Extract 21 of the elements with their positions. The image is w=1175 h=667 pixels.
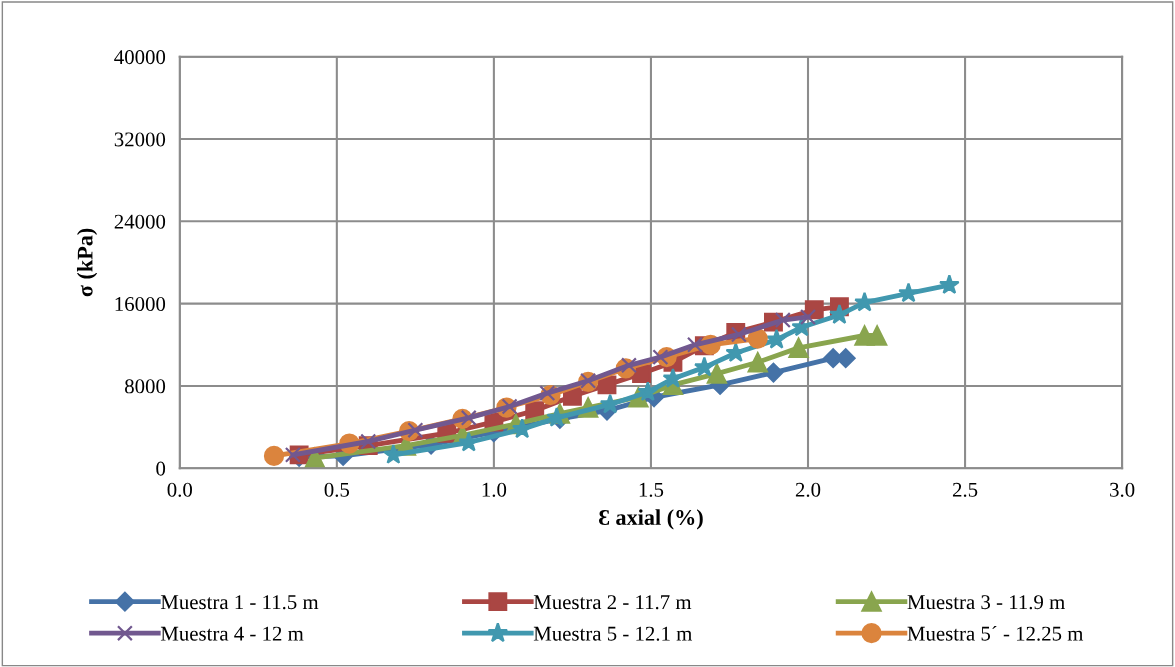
x-tick-label: 0.0	[167, 482, 192, 497]
x-tick-label: 3.0	[1110, 482, 1135, 497]
y-axis-title: σ (kPa)	[76, 228, 98, 297]
legend-label: Muestra 4 - 12 m	[160, 626, 304, 641]
x-tick-label: 0.5	[324, 482, 350, 497]
legend-label: Muestra 2 - 11.7 m	[533, 595, 692, 610]
y-tick-label: 16000	[115, 296, 166, 312]
legend-label: Muestra 5 - 12.1 m	[533, 626, 693, 641]
x-tick-label: 2.0	[795, 482, 821, 497]
x-tick-label: 2.5	[952, 482, 978, 497]
x-axis-title: Ɛ axial (%)	[598, 509, 703, 530]
legend-label: Muestra 1 - 11.5 m	[160, 595, 319, 610]
y-tick-label: 24000	[114, 214, 166, 229]
x-tick-label: 1.5	[639, 482, 664, 497]
y-tick-label: 32000	[114, 132, 166, 147]
x-tick-label: 1.0	[482, 482, 507, 497]
legend-label: Muestra 3 - 11.9 m	[907, 595, 1065, 610]
y-tick-label: 40000	[114, 50, 166, 65]
y-tick-label: 0	[156, 461, 166, 476]
y-tick-label: 8000	[125, 379, 166, 394]
legend-label: Muestra 5´ - 12.25 m	[907, 625, 1084, 641]
